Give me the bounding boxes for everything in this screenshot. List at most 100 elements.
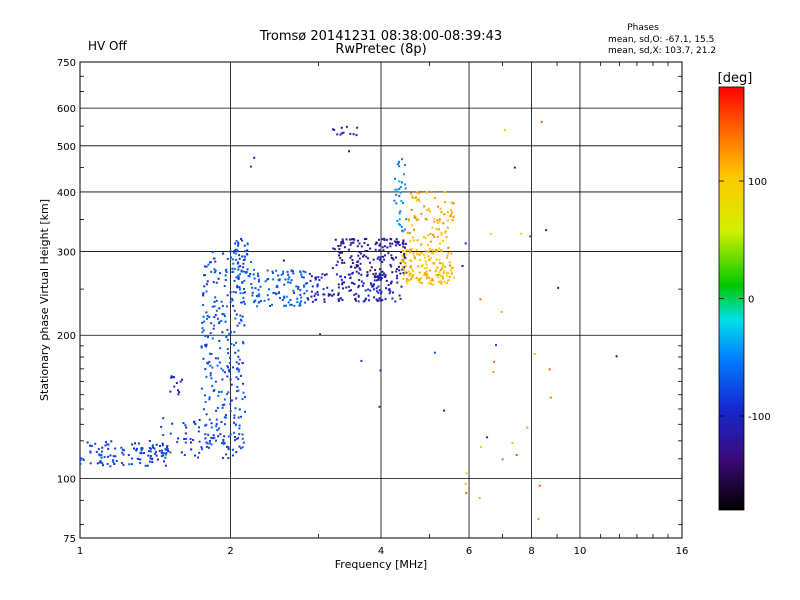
data-point [89,451,92,454]
data-point [274,292,277,295]
data-point [242,391,245,394]
data-point [445,236,448,238]
data-point [400,225,403,228]
data-point [235,451,238,454]
data-point [394,177,396,180]
data-point [357,286,360,289]
data-point [272,278,275,281]
data-point [140,447,143,450]
data-point [398,194,401,197]
data-point [337,286,340,289]
data-point [300,273,303,276]
data-point [224,416,227,419]
data-point [206,317,208,320]
data-point [339,257,342,259]
data-point [235,361,238,364]
data-point [222,369,224,372]
data-point [237,244,240,247]
data-point [241,433,244,436]
data-point [363,242,366,244]
data-point [212,434,215,437]
data-point [341,259,344,262]
data-point [288,276,291,279]
data-point [421,264,424,267]
data-point [254,287,257,290]
data-point [369,282,372,285]
data-point [479,445,482,448]
data-point [235,341,237,344]
data-point [214,357,217,360]
y-tick-label: 600 [57,104,76,115]
data-point [287,278,290,281]
data-point [164,464,167,467]
data-point [268,288,270,291]
data-point [429,280,432,283]
data-point [229,356,231,359]
data-point [377,274,380,277]
data-point [405,249,408,252]
data-point [366,250,369,252]
data-point [402,230,405,233]
data-point [217,357,220,360]
data-point [347,285,350,288]
data-point [223,285,226,287]
data-point [450,213,452,216]
data-point [98,453,101,456]
data-point [438,228,440,231]
data-point [285,295,288,298]
data-point [338,300,340,302]
data-point [219,347,222,350]
data-point [340,242,343,245]
data-point [241,315,244,318]
y-tick-label: 200 [57,331,76,342]
data-point [109,465,112,468]
data-point [362,282,365,285]
data-point [201,327,204,330]
data-point [393,199,396,202]
data-point [538,484,541,487]
data-point [435,258,438,261]
data-point [162,452,165,454]
data-point [224,423,226,426]
data-point [402,271,405,274]
data-point [374,269,377,271]
data-point [378,405,381,408]
data-point [446,211,449,213]
data-point [439,207,442,210]
data-point [358,257,361,260]
data-point [211,251,214,254]
data-point [253,301,255,304]
data-point [257,280,260,283]
data-point [432,248,435,251]
data-point [215,409,218,412]
data-point [208,439,211,442]
data-point [205,441,208,444]
data-point [377,291,380,294]
data-point [201,321,204,324]
data-point [279,297,281,299]
data-point [415,219,418,222]
data-point [218,391,220,393]
data-point [246,271,248,274]
data-point [442,270,445,273]
data-point [234,407,237,410]
data-point [377,277,380,280]
data-point [238,254,241,257]
data-point [529,235,532,238]
data-point [139,458,142,461]
data-point [234,439,236,442]
data-point [449,215,452,218]
data-point [243,396,246,398]
data-point [412,270,415,273]
data-point [384,254,386,257]
data-point [424,218,427,220]
data-point [277,274,280,277]
colorbar-label: [deg] [718,71,753,86]
data-point [229,403,232,406]
data-point [425,218,428,221]
data-point [425,250,428,253]
x-tick-label: 16 [676,546,689,557]
data-point [433,217,436,220]
data-point [451,272,453,275]
data-point [424,274,427,277]
